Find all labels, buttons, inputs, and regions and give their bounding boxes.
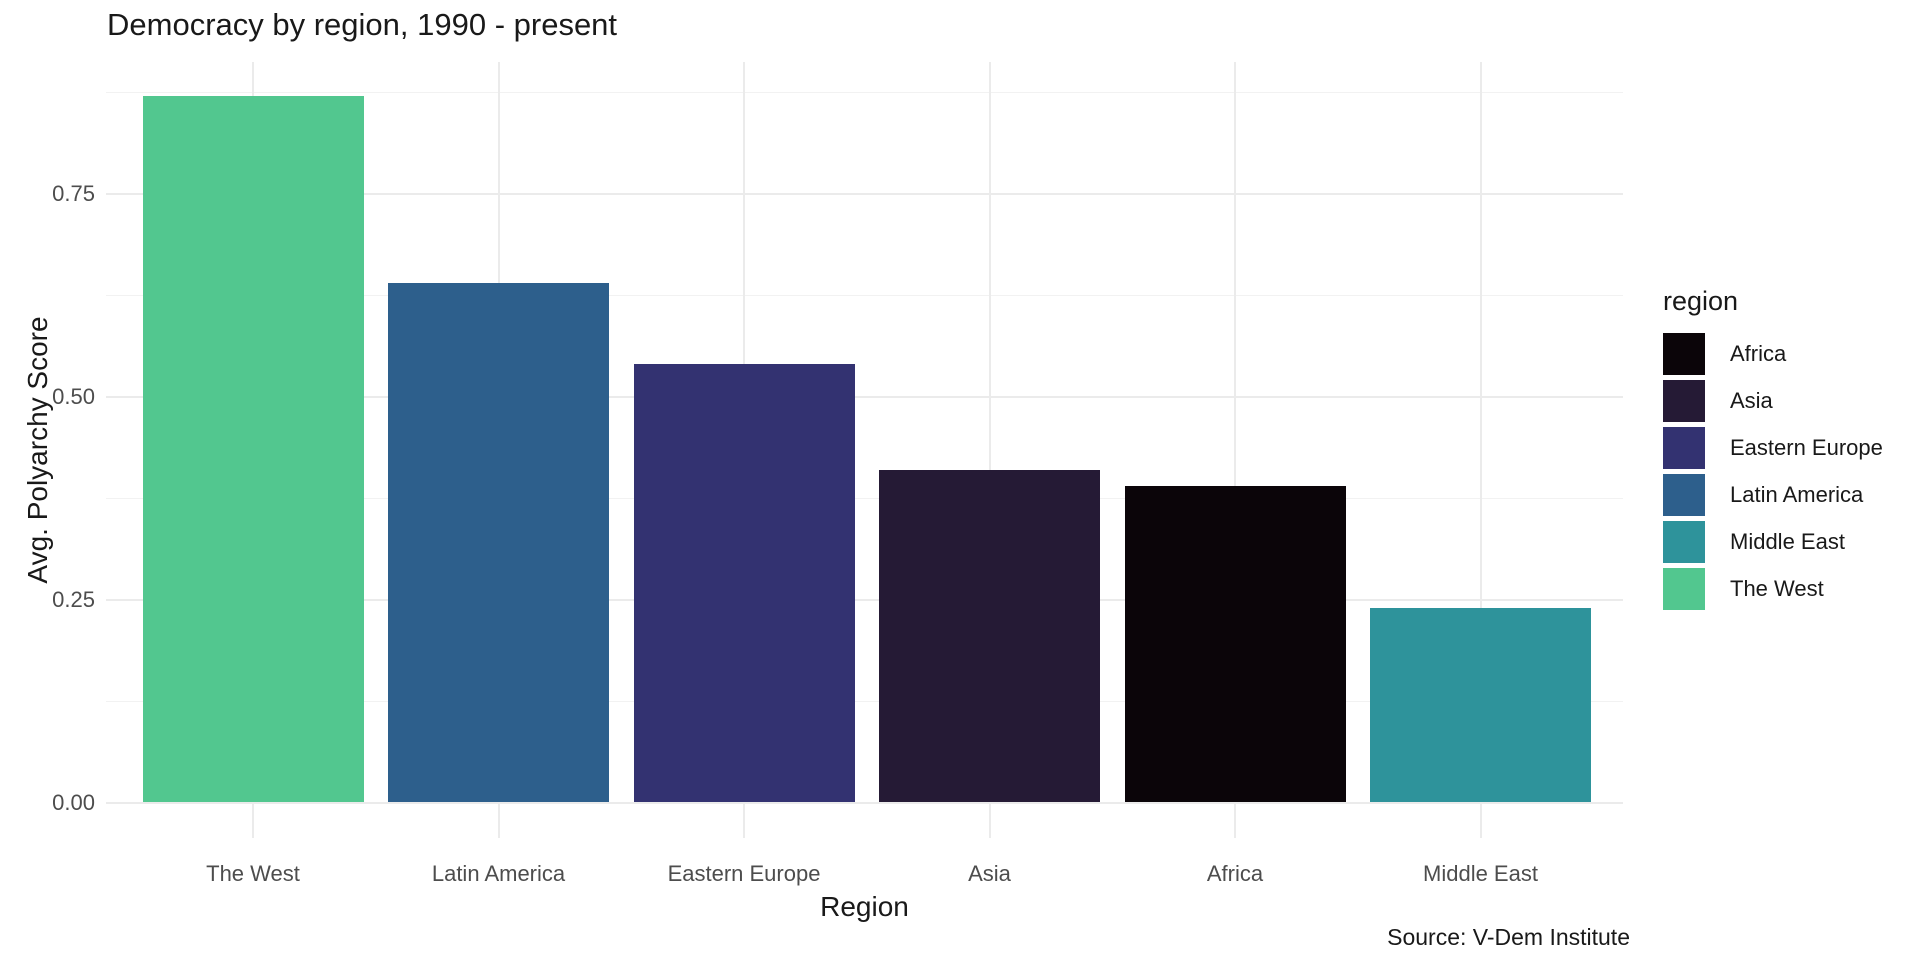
gridline-y-minor-0.375 (106, 497, 1623, 499)
x-tick-label-the-west: The West (206, 861, 300, 886)
gridline-y-minor-0.125 (106, 700, 1623, 702)
legend-swatch-middle-east (1663, 521, 1705, 563)
x-tick-label-latin-america: Latin America (431, 861, 566, 886)
legend-item-middle-east: Middle East (1663, 521, 1883, 563)
gridline-y-0.25 (106, 598, 1623, 601)
legend: region Africa Asia Eastern Europe Latin Ame… (1663, 286, 1883, 615)
y-tick-label-0.75: 0.75 (52, 180, 95, 206)
legend-label-latin-america: Latin America (1730, 482, 1864, 507)
bar-africa (1124, 485, 1346, 803)
legend-label-africa: Africa (1730, 341, 1787, 366)
legend-item-latin-america: Latin America (1663, 474, 1883, 516)
chart-caption: Source: V-Dem Institute (1387, 924, 1630, 950)
bar-middle-east (1370, 607, 1591, 803)
legend-label-asia: Asia (1730, 388, 1773, 413)
legend-swatch-asia (1663, 380, 1705, 422)
legend-item-africa: Africa (1663, 333, 1883, 375)
plot-panel (106, 62, 1623, 838)
gridline-y-minor-0.875 (106, 91, 1623, 93)
gridline-y-0.75 (106, 192, 1623, 195)
bar-latin-america (388, 282, 609, 803)
legend-label-eastern-europe: Eastern Europe (1730, 435, 1883, 460)
legend-title: region (1663, 286, 1739, 316)
y-axis-title: Avg. Polyarchy Score (22, 316, 53, 584)
legend-items: Africa Asia Eastern Europe Latin America Mid… (1663, 333, 1883, 610)
x-tick-label-eastern-europe: Eastern Europe (667, 861, 821, 886)
bar-asia (879, 469, 1100, 803)
x-tick-label-africa: Africa (1206, 861, 1264, 886)
gridline-y-0.5 (106, 395, 1623, 398)
x-axis-title: Region (820, 891, 909, 922)
y-tick-label-0.25: 0.25 (52, 586, 95, 612)
gridline-y-minor-0.625 (106, 294, 1623, 296)
legend-label-middle-east: Middle East (1730, 529, 1845, 554)
bar-eastern-europe (633, 364, 855, 803)
legend-swatch-eastern-europe (1663, 427, 1705, 469)
legend-item-asia: Asia (1663, 380, 1883, 422)
legend-swatch-africa (1663, 333, 1705, 375)
x-tick-label-asia: Asia (968, 861, 1011, 886)
legend-label-the-west: The West (1730, 576, 1824, 601)
gridline-x-africa (1234, 62, 1236, 838)
legend-swatch-latin-america (1663, 474, 1705, 516)
x-tick-label-middle-east: Middle East (1423, 861, 1538, 886)
y-tick-label-0.50: 0.50 (52, 383, 95, 409)
gridline-x-middle-east (1479, 62, 1482, 838)
legend-item-eastern-europe: Eastern Europe (1663, 427, 1883, 469)
gridline-y-0 (106, 801, 1623, 804)
chart-title: Democracy by region, 1990 - present (107, 7, 618, 42)
bar-the-west (142, 96, 364, 803)
y-tick-label-0.00: 0.00 (52, 789, 95, 815)
legend-swatch-the-west (1663, 568, 1705, 610)
legend-item-the-west: The West (1663, 568, 1883, 610)
gridline-x-asia (988, 62, 991, 838)
